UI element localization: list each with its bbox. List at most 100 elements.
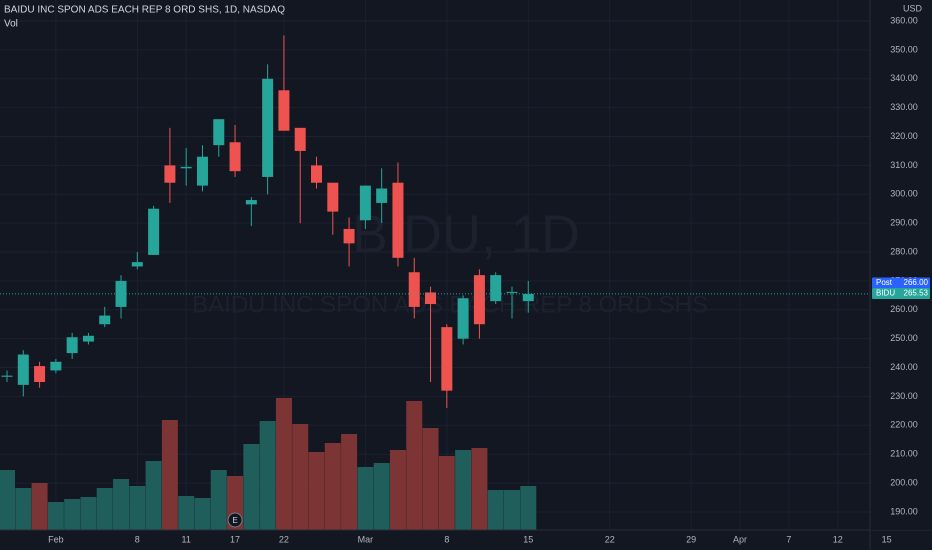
volume-bar (64, 499, 81, 530)
volume-bar (357, 467, 374, 530)
candle-body (441, 327, 453, 391)
candle-body (506, 291, 518, 293)
candle-body (229, 142, 241, 172)
candle-body (473, 275, 485, 325)
candle-body (278, 90, 290, 131)
y-tick-label: 260.00 (890, 304, 918, 314)
y-tick-label: 350.00 (890, 44, 918, 54)
candle-body (180, 166, 192, 169)
volume-bar (243, 444, 260, 530)
volume-bar (96, 488, 113, 530)
volume-bar (194, 498, 211, 530)
x-tick-label: 17 (230, 534, 240, 544)
candle-body (213, 119, 225, 146)
candle-body (327, 182, 339, 212)
x-tick-label: 29 (686, 534, 696, 544)
x-tick-label: 22 (605, 534, 615, 544)
candles (1, 35, 534, 408)
volume-bar (503, 490, 520, 530)
volume-bar (324, 443, 341, 530)
volume-bar (15, 488, 32, 530)
y-tick-label: 240.00 (890, 362, 918, 372)
candle-body (359, 185, 371, 221)
price-label-value: 266.00 (904, 278, 929, 287)
volume-bar (520, 486, 537, 530)
y-tick-label: 200.00 (890, 477, 918, 487)
volume-bar (113, 479, 130, 530)
x-tick-label: 7 (786, 534, 791, 544)
candle-body (457, 298, 469, 339)
volume-bar (161, 420, 178, 530)
volume-bar (80, 497, 97, 530)
x-tick-label: 8 (444, 534, 449, 544)
x-tick-label: Apr (733, 534, 747, 544)
volume-bar (308, 452, 325, 530)
x-tick-label: 15 (882, 534, 892, 544)
earnings-marker (227, 512, 243, 528)
watermark-symbol: BIDU, 1D (352, 204, 580, 264)
volume-bar (0, 470, 15, 530)
volume-bar (389, 450, 406, 530)
candle-body (196, 156, 208, 186)
y-tick-label: 330.00 (890, 102, 918, 112)
watermark-name: BAIDU INC SPON ADS EACH REP 8 ORD SHS (192, 291, 708, 318)
volume-bar (341, 434, 358, 530)
volume-label: Vol (4, 19, 18, 30)
x-tick-label: 11 (182, 534, 191, 544)
candle-body (376, 188, 388, 203)
x-tick-label: 22 (279, 534, 289, 544)
volume-bar (129, 486, 146, 530)
y-tick-label: 280.00 (890, 246, 918, 256)
y-tick-label: 320.00 (890, 131, 918, 141)
candle-body (294, 127, 306, 151)
earnings-label: E (232, 516, 237, 525)
volume-bar (47, 502, 64, 530)
price-label-value: 265.53 (904, 289, 929, 298)
volume-bar (422, 428, 439, 530)
candle-body (1, 375, 13, 377)
volume-bar (471, 448, 488, 530)
candle-body (115, 280, 127, 307)
y-tick-label: 210.00 (890, 449, 918, 459)
x-tick-label: Mar (358, 534, 374, 544)
candle-body (522, 293, 534, 302)
y-tick-label: 190.00 (890, 506, 918, 516)
x-tick-label: 8 (135, 534, 140, 544)
time-axis (0, 530, 932, 550)
price-label-name: Post (876, 278, 893, 287)
price-label-box (872, 277, 930, 289)
price-axis (870, 0, 932, 530)
volume-bar (31, 483, 48, 530)
candle-body (262, 78, 274, 177)
volume-bar (406, 401, 423, 530)
volume-bar (438, 456, 455, 530)
y-tick-label: 220.00 (890, 420, 918, 430)
y-tick-label: 340.00 (890, 73, 918, 83)
volume-bar (145, 461, 162, 530)
volume-pane (0, 398, 537, 530)
candle-body (82, 335, 94, 342)
candle-body (17, 354, 29, 385)
candle-body (50, 361, 62, 371)
x-tick-label: Feb (48, 534, 64, 544)
price-label-name: BIDU (876, 289, 895, 298)
volume-bar (210, 470, 227, 530)
volume-bar (275, 398, 292, 530)
candle-body (490, 275, 502, 302)
volume-bar (373, 463, 390, 530)
candle-body (311, 165, 323, 183)
candle-body (408, 272, 420, 307)
y-tick-label: 310.00 (890, 160, 918, 170)
candle-body (148, 208, 160, 255)
grid (0, 0, 888, 530)
candle-body (34, 366, 46, 382)
candle-body (164, 165, 176, 183)
volume-bar (178, 496, 195, 530)
y-tick-label: 300.00 (890, 189, 918, 199)
candle-body (131, 262, 143, 267)
candle-body (392, 182, 404, 258)
price-label-box (872, 288, 930, 299)
x-tick-label: 12 (833, 534, 843, 544)
y-tick-label: 250.00 (890, 333, 918, 343)
